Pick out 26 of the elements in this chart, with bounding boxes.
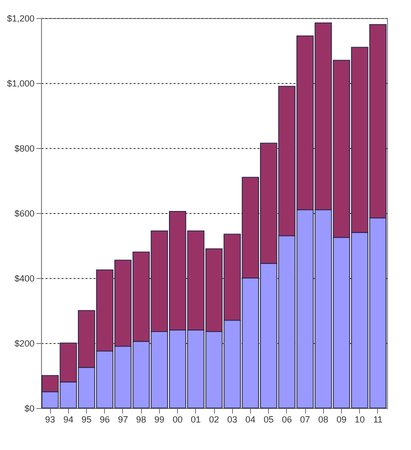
y-tick-label: $1,200 xyxy=(6,14,34,24)
x-tick-label: 99 xyxy=(154,414,164,424)
x-tick-label: 02 xyxy=(208,414,220,424)
x-tick-label: 10 xyxy=(354,414,365,424)
x-tick-label: 09 xyxy=(336,414,346,424)
y-tick-label: $800 xyxy=(14,144,34,154)
y-tick-label: $1,000 xyxy=(6,78,34,88)
y-tick-label: $200 xyxy=(14,338,34,348)
x-tick-label: 00 xyxy=(172,414,183,424)
x-tick-label: 04 xyxy=(245,414,256,424)
x-tick-label: 05 xyxy=(264,414,274,424)
x-tick-label: 11 xyxy=(373,414,383,424)
y-tick-label: $0 xyxy=(24,404,34,414)
x-tick-label: 94 xyxy=(63,414,74,424)
x-tick-label: 07 xyxy=(300,414,310,424)
x-tick-label: 93 xyxy=(45,414,56,424)
x-tick-label: 08 xyxy=(318,414,328,424)
x-tick-label: 06 xyxy=(282,414,292,424)
x-tick-label: 98 xyxy=(136,414,146,424)
x-tick-label: 01 xyxy=(190,414,201,424)
x-tick-label: 95 xyxy=(82,414,92,424)
x-tick-label: 97 xyxy=(118,414,128,424)
x-tick-label: 96 xyxy=(100,414,110,424)
y-tick-label: $400 xyxy=(14,274,34,284)
y-tick-label: $600 xyxy=(14,208,34,218)
x-tick-label: 03 xyxy=(227,414,238,424)
